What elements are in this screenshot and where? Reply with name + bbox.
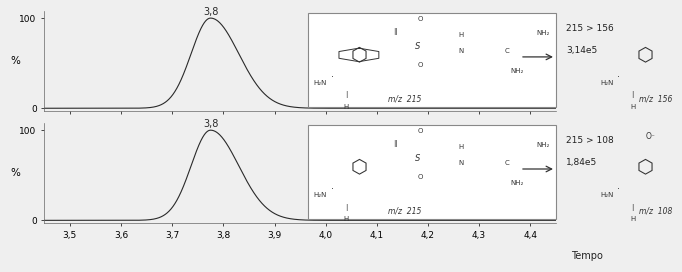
Text: N: N bbox=[458, 160, 464, 166]
Text: C: C bbox=[505, 160, 509, 166]
Text: ⬡: ⬡ bbox=[351, 157, 368, 177]
Text: 1,84e5: 1,84e5 bbox=[566, 159, 597, 168]
Text: |: | bbox=[345, 91, 347, 98]
Text: |: | bbox=[632, 203, 634, 211]
Text: ·: · bbox=[331, 72, 333, 82]
Y-axis label: %: % bbox=[10, 56, 20, 66]
Text: ·: · bbox=[331, 184, 333, 194]
Text: O: O bbox=[417, 174, 423, 180]
Text: m/z  215: m/z 215 bbox=[388, 206, 421, 215]
Text: ·: · bbox=[617, 72, 620, 82]
Text: 3,8: 3,8 bbox=[203, 119, 218, 129]
Text: H: H bbox=[458, 32, 464, 38]
Y-axis label: %: % bbox=[10, 168, 20, 178]
Text: H₂N: H₂N bbox=[600, 192, 614, 198]
Text: m/z  215: m/z 215 bbox=[388, 94, 421, 103]
Text: ⬡: ⬡ bbox=[637, 157, 654, 177]
Text: 3,8: 3,8 bbox=[203, 7, 218, 17]
Text: 215 > 108: 215 > 108 bbox=[566, 137, 614, 146]
Text: O: O bbox=[417, 16, 423, 22]
Text: H: H bbox=[630, 104, 635, 110]
Text: N: N bbox=[458, 48, 464, 54]
Text: 215 > 156: 215 > 156 bbox=[566, 24, 614, 33]
Text: O⁻: O⁻ bbox=[646, 132, 655, 141]
Text: C: C bbox=[505, 48, 509, 54]
Text: H: H bbox=[630, 216, 635, 222]
Text: m/z  156: m/z 156 bbox=[639, 94, 672, 103]
Text: ·: · bbox=[617, 184, 620, 194]
Text: H₂N: H₂N bbox=[314, 80, 327, 86]
Text: ‖: ‖ bbox=[393, 28, 396, 35]
Text: NH₂: NH₂ bbox=[536, 142, 550, 148]
Text: m/z  108: m/z 108 bbox=[639, 206, 672, 215]
Text: H: H bbox=[344, 104, 349, 110]
Text: H: H bbox=[458, 144, 464, 150]
Text: H₂N: H₂N bbox=[600, 80, 614, 86]
Text: ⬡: ⬡ bbox=[351, 45, 368, 64]
Text: 3,14e5: 3,14e5 bbox=[566, 47, 597, 55]
Text: NH₂: NH₂ bbox=[536, 30, 550, 36]
Text: O: O bbox=[417, 62, 423, 68]
Text: ‖: ‖ bbox=[393, 140, 396, 147]
Bar bbox=[308, 13, 556, 107]
Bar bbox=[308, 125, 556, 219]
Text: S: S bbox=[415, 42, 420, 51]
Text: H: H bbox=[344, 216, 349, 222]
Text: |: | bbox=[345, 203, 347, 211]
Text: O: O bbox=[417, 128, 423, 134]
Text: ⬡: ⬡ bbox=[637, 45, 654, 64]
Text: |: | bbox=[632, 91, 634, 98]
Text: H₂N: H₂N bbox=[314, 192, 327, 198]
Text: NH₂: NH₂ bbox=[511, 180, 524, 186]
Text: Tempo: Tempo bbox=[571, 251, 602, 261]
Text: NH₂: NH₂ bbox=[511, 68, 524, 74]
Text: S: S bbox=[415, 154, 420, 163]
